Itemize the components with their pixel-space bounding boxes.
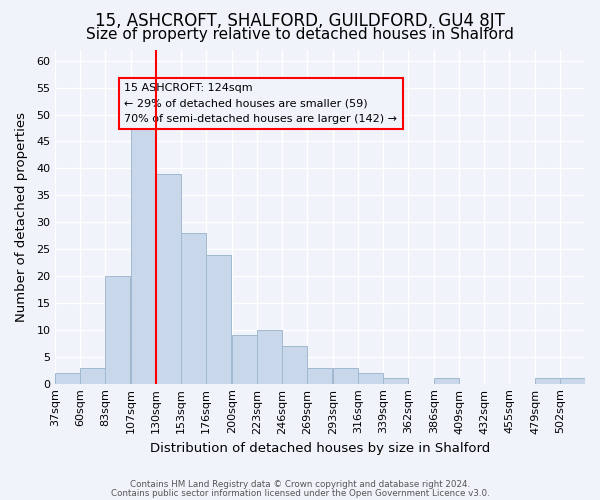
Text: 15, ASHCROFT, SHALFORD, GUILDFORD, GU4 8JT: 15, ASHCROFT, SHALFORD, GUILDFORD, GU4 8… [95, 12, 505, 30]
Bar [131, 126, 156, 384]
Text: Contains HM Land Registry data © Crown copyright and database right 2024.: Contains HM Land Registry data © Crown c… [130, 480, 470, 489]
Bar [181, 233, 206, 384]
Text: Size of property relative to detached houses in Shalford: Size of property relative to detached ho… [86, 28, 514, 42]
Text: 15 ASHCROFT: 124sqm
← 29% of detached houses are smaller (59)
70% of semi-detach: 15 ASHCROFT: 124sqm ← 29% of detached ho… [124, 84, 397, 124]
Bar [535, 378, 560, 384]
Bar [282, 346, 307, 384]
Bar [105, 276, 130, 384]
Text: Contains public sector information licensed under the Open Government Licence v3: Contains public sector information licen… [110, 489, 490, 498]
Bar [232, 335, 257, 384]
Bar [80, 368, 105, 384]
Bar [333, 368, 358, 384]
Bar [206, 254, 231, 384]
Bar [560, 378, 585, 384]
X-axis label: Distribution of detached houses by size in Shalford: Distribution of detached houses by size … [150, 442, 490, 455]
Bar [383, 378, 408, 384]
Y-axis label: Number of detached properties: Number of detached properties [15, 112, 28, 322]
Bar [156, 174, 181, 384]
Bar [257, 330, 282, 384]
Bar [307, 368, 332, 384]
Bar [55, 373, 80, 384]
Bar [434, 378, 459, 384]
Bar [358, 373, 383, 384]
